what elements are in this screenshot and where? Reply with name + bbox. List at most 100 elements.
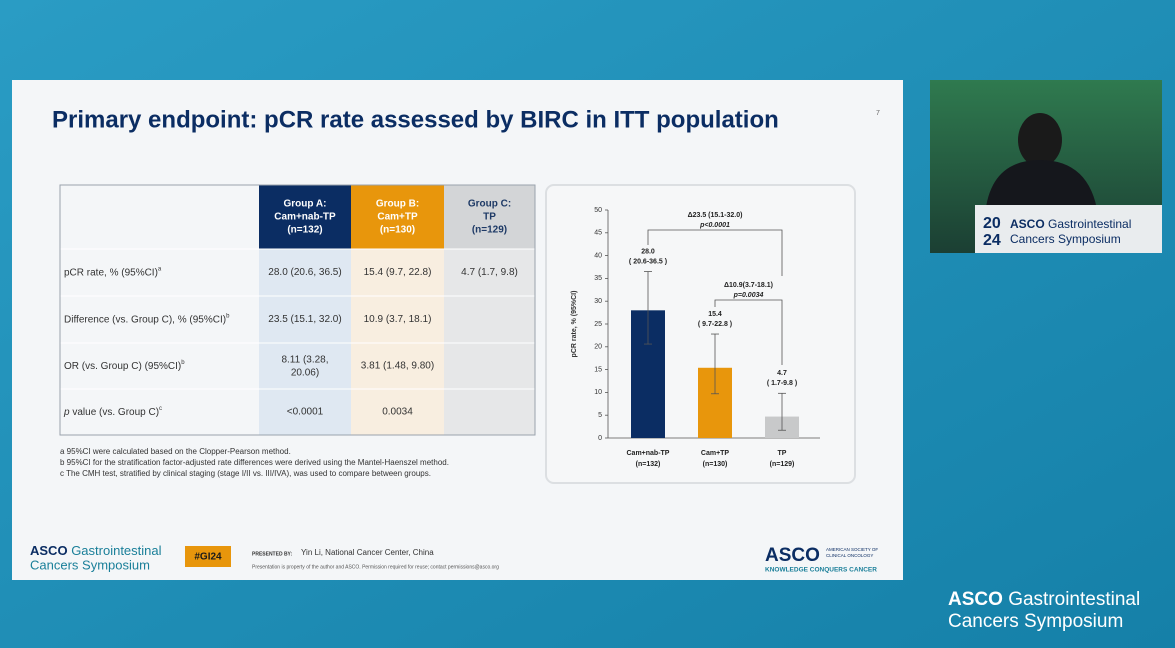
annotation-p: p=0.0034 — [733, 292, 764, 299]
y-tick-label: 25 — [594, 321, 602, 328]
cell: 23.5 (15.1, 32.0) — [268, 314, 341, 325]
podium-line: Cancers Symposium — [1010, 232, 1121, 246]
row-label-sup: b — [181, 360, 185, 366]
hashtag: #GI24 — [194, 552, 222, 563]
cell: 4.7 (1.7, 9.8) — [461, 267, 518, 278]
presenter: Yin Li, National Cancer Center, China — [301, 548, 434, 557]
society-line: CLINICAL ONCOLOGY — [826, 553, 873, 558]
x-tick-label: Cam+nab-TP — [627, 450, 670, 457]
x-tick-label: Cam+TP — [701, 450, 730, 457]
row-label: Difference (vs. Group C), % (95%CI)b — [64, 313, 230, 325]
cell: 28.0 (20.6, 36.5) — [268, 267, 341, 278]
presented-by: PRESENTED BY: — [252, 551, 293, 557]
cell: 0.0034 — [382, 407, 413, 418]
bracket — [647, 229, 783, 276]
header-cell — [351, 185, 444, 249]
y-tick-label: 0 — [598, 435, 602, 442]
row-label-text: OR (vs. Group C) (95%CI) — [64, 361, 181, 372]
x-tick-count: (n=129) — [770, 461, 795, 468]
value-label: 15.4 — [708, 311, 722, 318]
header-cell — [444, 185, 535, 249]
slide-title: Primary endpoint: pCR rate assessed by B… — [52, 106, 779, 133]
row-label-text: Difference (vs. Group C), % (95%CI) — [64, 314, 226, 325]
brand-line: Gastrointestinal — [1008, 589, 1140, 610]
row-label-sup: a — [158, 266, 162, 272]
podium — [975, 205, 1162, 253]
x-tick-label: TP — [778, 450, 787, 457]
cell: 8.11 (3.28, — [281, 355, 328, 366]
y-tick-label: 40 — [594, 252, 602, 259]
cell: <0.0001 — [287, 407, 324, 418]
row-label-sup: b — [226, 313, 230, 319]
brand-line: Gastrointestinal — [1048, 217, 1131, 231]
podium-year: 20 — [983, 215, 1001, 232]
speaker-head — [1018, 113, 1062, 167]
corner-line: Cancers Symposium — [948, 611, 1123, 632]
header-text: Group A: — [284, 199, 327, 210]
hashtag-box — [185, 546, 231, 567]
header-text: (n=132) — [287, 225, 322, 236]
header-text: TP — [483, 212, 496, 223]
y-tick-label: 15 — [594, 366, 602, 373]
y-tick-label: 5 — [598, 412, 602, 419]
annotation: Δ10.9(3.7-18.1) — [724, 282, 773, 289]
y-tick-label: 50 — [594, 207, 602, 214]
header-text: Group C: — [468, 199, 511, 210]
cell: 10.9 (3.7, 18.1) — [364, 314, 432, 325]
bracket — [714, 299, 783, 365]
header-text: Group B: — [376, 199, 419, 210]
footnote: c The CMH test, stratified by clinical s… — [60, 469, 431, 478]
brand: ASCO — [30, 543, 68, 558]
disclaimer: Presentation is property of the author a… — [252, 564, 499, 570]
y-tick-label: 20 — [594, 344, 602, 351]
footer-line: Cancers Symposium — [30, 557, 150, 572]
value-label: 4.7 — [777, 370, 787, 377]
society-line: AMERICAN SOCIETY OF — [826, 547, 878, 552]
y-tick-label: 35 — [594, 275, 602, 282]
header-text: Cam+nab-TP — [274, 212, 336, 223]
footer-brand: ASCO Gastrointestinal — [30, 543, 162, 558]
column-bg — [259, 249, 351, 435]
y-tick-label: 30 — [594, 298, 602, 305]
ci-label: ( 1.7-9.8 ) — [767, 380, 797, 387]
chart-panel — [545, 184, 856, 484]
row-label: pCR rate, % (95%CI)a — [64, 266, 162, 278]
header-text: Cam+TP — [377, 212, 418, 223]
corner-brand: ASCO Gastrointestinal — [948, 589, 1140, 610]
podium-brand: ASCO Gastrointestinal — [1010, 217, 1131, 231]
speaker-body — [985, 160, 1098, 215]
page-number: 7 — [876, 110, 880, 117]
cell: 15.4 (9.7, 22.8) — [364, 267, 432, 278]
column-bg — [351, 249, 444, 435]
row-label-text: value (vs. Group C) — [72, 407, 159, 418]
annotation-p: p<0.0001 — [699, 222, 730, 229]
brand: ASCO — [1010, 217, 1045, 231]
column-bg — [444, 249, 535, 435]
row-label-italic: p — [63, 407, 70, 418]
cell: 20.06) — [291, 368, 319, 379]
y-tick-label: 10 — [594, 389, 602, 396]
ci-label: ( 9.7-22.8 ) — [698, 321, 732, 328]
y-axis-label: pCR rate, % (95%CI) — [571, 291, 578, 358]
row-label-sup: c — [159, 406, 162, 412]
footnote: b 95%CI for the stratification factor-ad… — [60, 458, 449, 467]
y-tick-label: 45 — [594, 230, 602, 237]
cell: 3.81 (1.48, 9.80) — [361, 361, 434, 372]
value-label: 28.0 — [641, 248, 655, 255]
table-border — [59, 184, 536, 436]
row-label-text: pCR rate, % (95%CI) — [64, 267, 158, 278]
header-cell — [259, 185, 351, 249]
podium-year: 24 — [983, 232, 1001, 249]
footnote: a 95%CI were calculated based on the Clo… — [60, 447, 291, 456]
motto: KNOWLEDGE CONQUERS CANCER — [765, 567, 877, 574]
x-tick-count: (n=132) — [636, 461, 661, 468]
ci-label: ( 20.6-36.5 ) — [629, 258, 667, 265]
brand: ASCO — [948, 589, 1003, 610]
x-tick-count: (n=130) — [703, 461, 728, 468]
header-text: (n=130) — [380, 225, 415, 236]
row-label: p value (vs. Group C)c — [63, 406, 162, 418]
brand-line: Gastrointestinal — [71, 543, 161, 558]
header-text: (n=129) — [472, 225, 507, 236]
